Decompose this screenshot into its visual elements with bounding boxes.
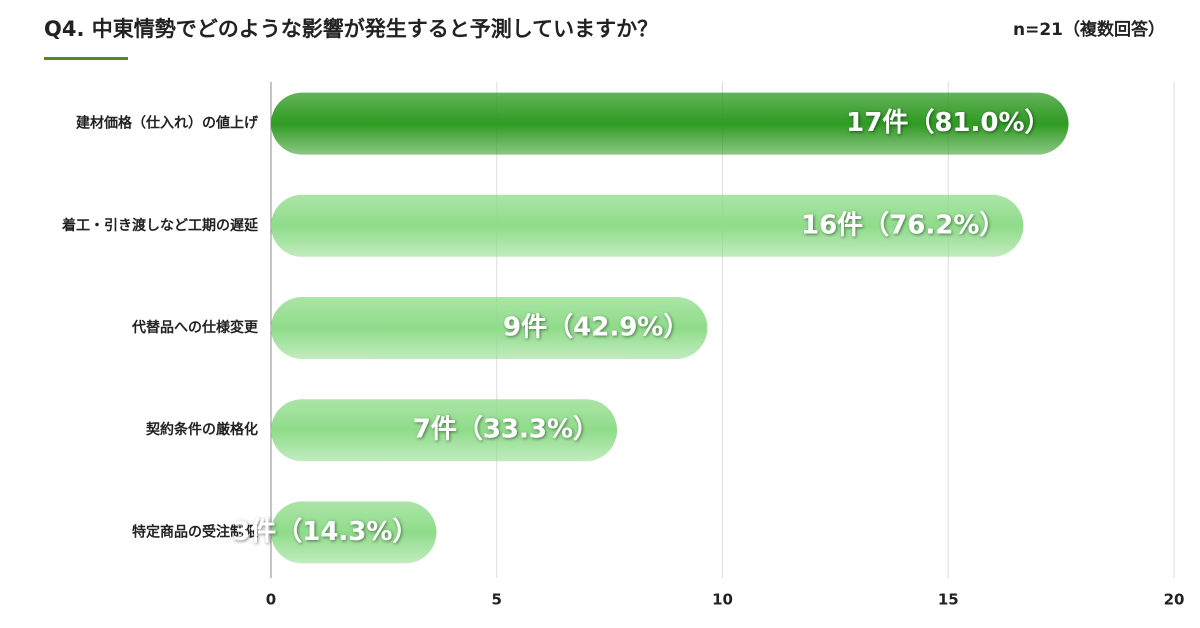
chart-title: Q4. 中東情勢でどのような影響が発生すると予測していますか？	[44, 17, 658, 41]
bar	[271, 297, 708, 359]
bar	[271, 399, 618, 462]
x-tick-label: 15	[938, 591, 959, 609]
category-label: 代替品への仕様変更	[131, 319, 259, 336]
x-tick-label: 10	[712, 591, 733, 609]
title-underline	[44, 57, 128, 60]
bar	[271, 194, 1024, 257]
category-label: 契約条件の厳格化	[145, 421, 258, 438]
bar	[271, 501, 437, 564]
value-label: 17件（81.0%）	[846, 108, 1050, 138]
x-tick-label: 0	[266, 591, 276, 609]
category-label: 建材価格（仕入れ）の値上げ	[76, 115, 259, 132]
value-label: 3件（14.3%）	[232, 517, 418, 547]
bar	[271, 92, 1069, 155]
category-label: 特定商品の受注制限	[132, 523, 258, 540]
x-tick-label: 5	[492, 591, 502, 609]
value-label: 16件（76.2%）	[801, 210, 1005, 240]
value-label: 9件（42.9%）	[503, 313, 689, 343]
x-tick-label: 20	[1164, 591, 1185, 609]
sample-size: n=21（複数回答）	[1013, 19, 1165, 40]
category-label: 着工・引き渡しなど工期の遅延	[61, 217, 259, 234]
value-label: 7件（33.3%）	[413, 415, 599, 445]
